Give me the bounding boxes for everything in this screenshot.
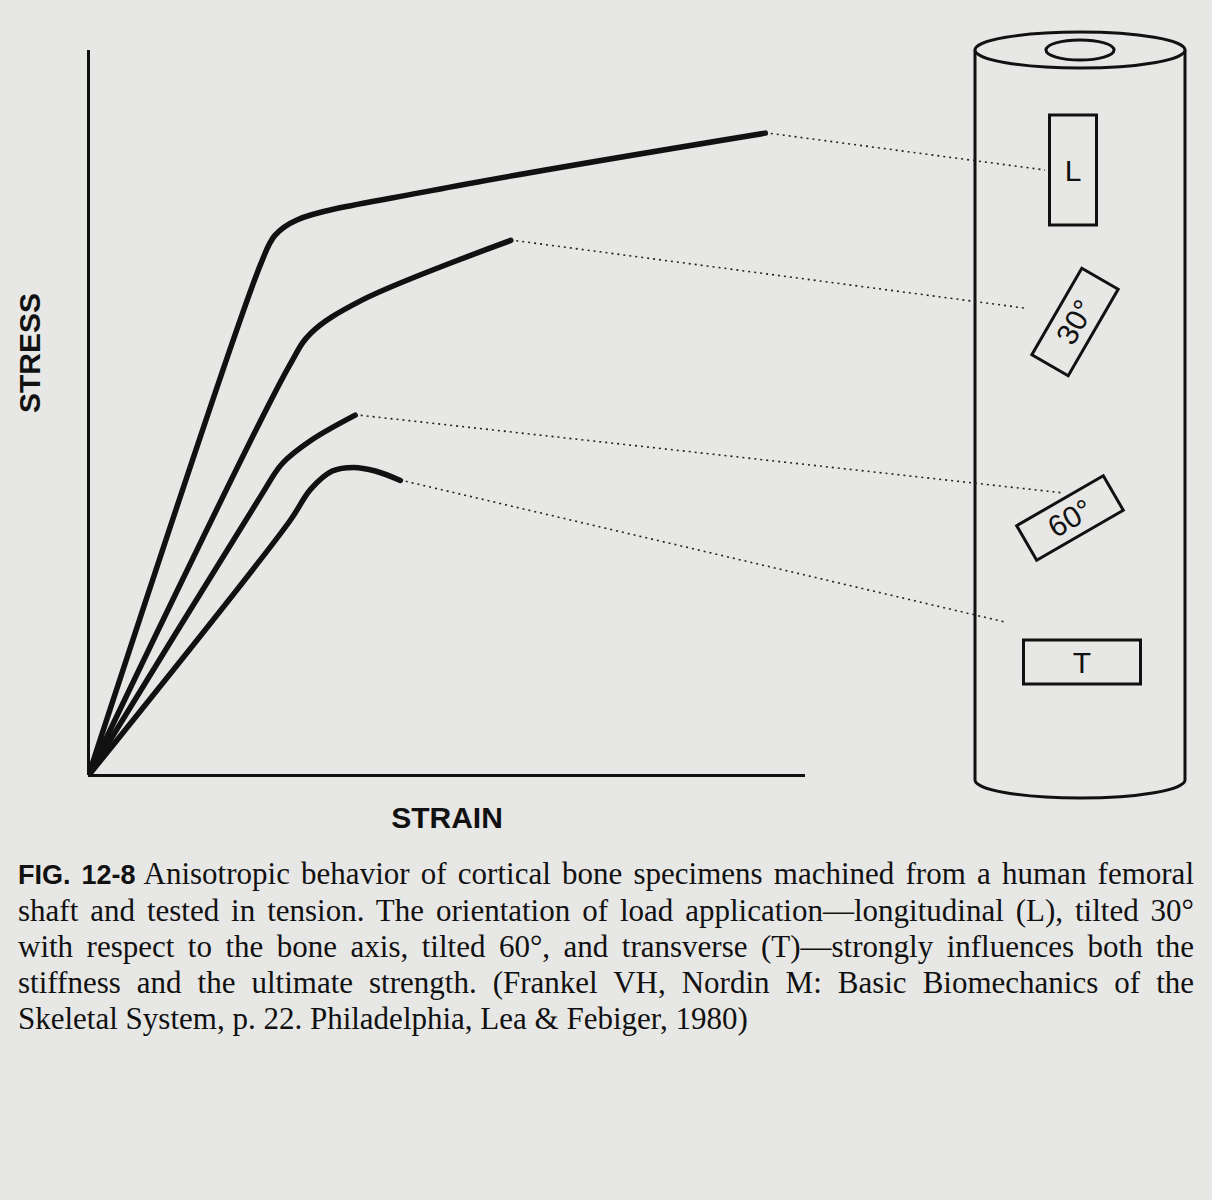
svg-text:60°: 60° bbox=[1042, 492, 1098, 543]
html-text:FIG. 12-8 Anisotropic behavior: FIG. 12-8 Anisotropic behavior of cortic… bbox=[18, 856, 1194, 1036]
svg-text:L: L bbox=[1065, 154, 1082, 187]
svg-text:STRAIN: STRAIN bbox=[391, 801, 503, 834]
svg-text:T: T bbox=[1073, 646, 1091, 679]
svg-text:30°: 30° bbox=[1049, 294, 1100, 350]
svg-text:STRESS: STRESS bbox=[13, 293, 46, 413]
